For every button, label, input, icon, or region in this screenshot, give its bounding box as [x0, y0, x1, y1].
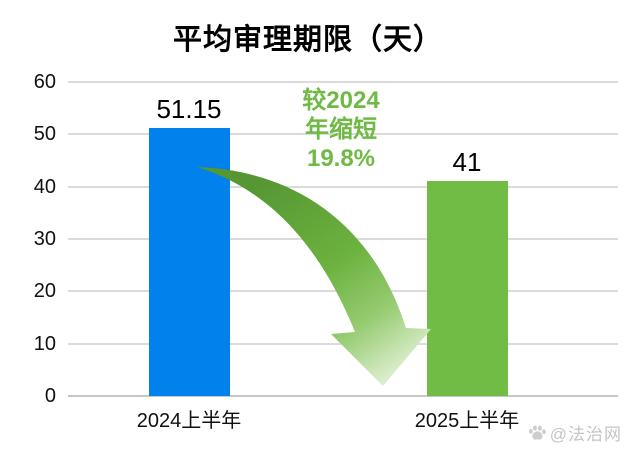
paw-icon — [528, 425, 546, 440]
annotation-line-3: 19.8% — [306, 145, 376, 172]
x-axis-line — [68, 395, 618, 397]
y-tick-label-10: 10 — [33, 332, 56, 355]
annotation-line-2: 年缩短 — [305, 116, 377, 143]
bar-2025 — [426, 181, 508, 396]
y-tick-label-30: 30 — [33, 228, 56, 250]
category-label-2025: 2025上半年 — [414, 410, 520, 432]
chart-title: 平均审理期限（天） — [172, 24, 443, 56]
value-label-2025: 41 — [452, 147, 482, 178]
y-tick-label-0: 0 — [44, 385, 56, 407]
gridline-60 — [68, 81, 618, 83]
y-tick-label-50: 50 — [33, 123, 56, 146]
gridline-50 — [68, 133, 618, 136]
annotation-line-1: 较2024 — [302, 87, 380, 114]
decrease-annotation: 较2024 年缩短 19.8% — [279, 86, 403, 173]
y-tick-label-40: 40 — [33, 175, 56, 198]
watermark: @法治网 — [527, 420, 622, 445]
y-tick-label-20: 20 — [33, 280, 56, 303]
category-label-2024: 2024上半年 — [136, 410, 242, 432]
value-label-2024: 51.15 — [156, 94, 222, 125]
bar-2024 — [148, 128, 230, 396]
watermark-text: @法治网 — [549, 425, 622, 444]
y-tick-label-60: 60 — [33, 71, 56, 93]
